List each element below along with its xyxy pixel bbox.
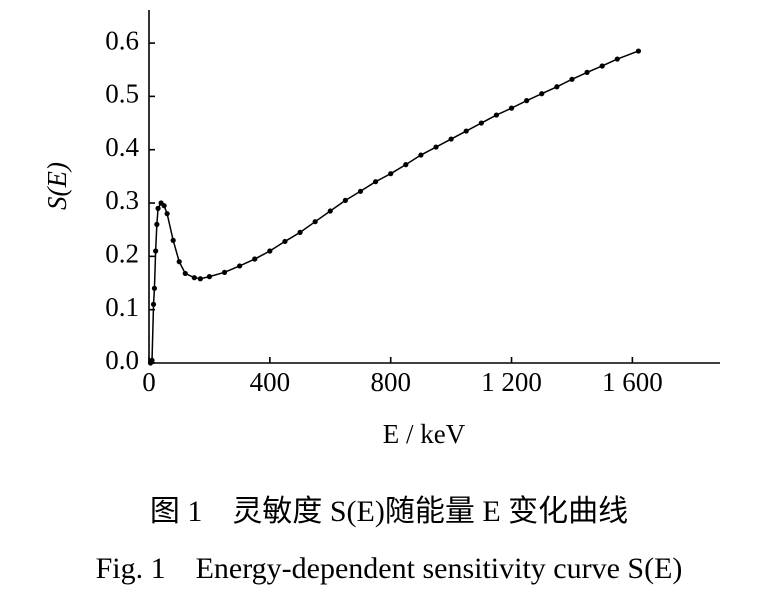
data-point (237, 263, 243, 269)
data-point (282, 238, 288, 245)
y-tick-label: 0.1 (105, 292, 139, 322)
data-point (635, 48, 642, 54)
data-point (448, 136, 454, 142)
data-point (327, 208, 333, 214)
data-point (206, 274, 213, 280)
y-tick-label: 0.2 (105, 239, 139, 269)
x-tick-label: 800 (370, 367, 411, 397)
data-point (197, 276, 203, 282)
data-point (599, 63, 605, 69)
data-point (267, 248, 273, 254)
data-point (614, 56, 620, 62)
data-point (149, 357, 155, 363)
data-point (342, 197, 348, 203)
data-point (252, 256, 258, 262)
data-point (418, 152, 424, 158)
data-point (508, 105, 515, 111)
data-line (149, 50, 639, 364)
y-tick-label: 0.5 (105, 79, 139, 109)
data-point (164, 211, 170, 217)
caption-en: Fig. 1 Energy-dependent sensitivity curv… (96, 552, 683, 585)
y-axis-label: S(E) (42, 162, 72, 210)
data-point (584, 69, 590, 75)
data-point (312, 219, 318, 225)
data-point (170, 237, 176, 243)
data-point (297, 229, 303, 235)
x-tick-label: 400 (250, 367, 291, 397)
data-point (221, 269, 228, 275)
data-point (403, 162, 409, 168)
data-point (191, 275, 197, 281)
data-point (176, 259, 182, 265)
data-point (539, 91, 545, 97)
y-tick-label: 0.0 (105, 345, 139, 375)
x-tick-label: 0 (142, 367, 156, 397)
data-point (569, 76, 575, 82)
data-point (372, 179, 379, 185)
x-tick-label: 1 200 (481, 367, 542, 397)
data-point (524, 98, 530, 104)
data-point (554, 84, 560, 90)
x-tick-label: 1 600 (602, 367, 663, 397)
data-point (463, 128, 469, 134)
data-point (151, 285, 158, 291)
y-tick-label: 0.3 (105, 185, 139, 215)
data-point (388, 171, 394, 177)
data-point (155, 205, 161, 211)
data-point (150, 301, 157, 307)
data-point (493, 112, 500, 118)
data-point (433, 144, 439, 150)
data-point (153, 248, 159, 254)
data-point (154, 221, 160, 227)
x-axis-label: E / keV (383, 419, 466, 449)
y-tick-label: 0.6 (105, 25, 139, 55)
data-point (161, 203, 167, 209)
data-point (357, 188, 364, 194)
y-tick-label: 0.4 (105, 132, 139, 162)
caption-cn: 图 1 灵敏度 S(E)随能量 E 变化曲线 (150, 495, 628, 528)
data-point (478, 120, 484, 126)
data-point (182, 270, 188, 277)
